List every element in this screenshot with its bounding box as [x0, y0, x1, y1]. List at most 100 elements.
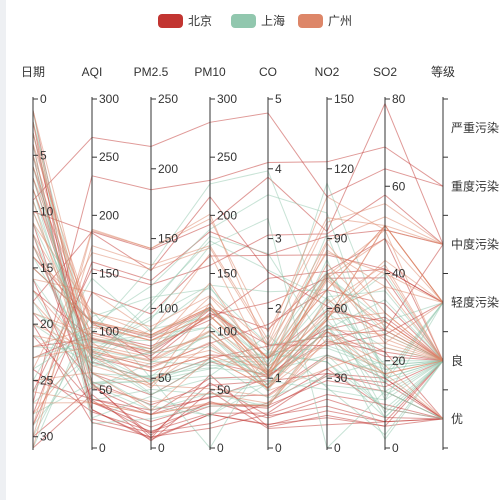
series-line-2-12 [32, 229, 444, 362]
axis-no2[interactable]: NO2 0 30 60 90 120 150 [315, 65, 355, 455]
tick-label: 250 [217, 150, 237, 164]
tick-label: 严重污染 [451, 120, 499, 135]
tick-label: 5 [275, 92, 282, 106]
legend-swatch-2[interactable] [298, 14, 323, 28]
tick-label: 5 [40, 148, 47, 162]
axis-name-co: CO [259, 65, 277, 79]
tick-label: 中度污染 [451, 236, 499, 251]
tick-label: 200 [217, 208, 237, 222]
series-line-1-17 [32, 295, 444, 393]
series-line-0-27 [32, 229, 444, 415]
series-line-0-7 [32, 188, 444, 372]
tick-label: 50 [217, 383, 231, 397]
series-line-2-16 [32, 285, 444, 389]
tick-label: 0 [334, 441, 341, 455]
series-line-2-5 [32, 166, 444, 360]
axis-aqi[interactable]: AQI 0 50 100 150 200 250 300 [82, 65, 120, 455]
axis-name-aqi: AQI [82, 65, 103, 79]
tick-label: 3 [275, 232, 282, 246]
tick-label: 10 [40, 205, 54, 219]
axis-name-so2: SO2 [373, 65, 397, 79]
tick-label: 250 [99, 150, 119, 164]
tick-label: 轻度污染 [451, 295, 499, 310]
axis-name-no2: NO2 [315, 65, 340, 79]
series-line-0-30 [32, 390, 444, 449]
series-line-2-23 [32, 203, 444, 370]
series-line-0-25 [32, 194, 444, 392]
legend-swatch-0[interactable] [158, 14, 183, 28]
series-line-2-8 [32, 200, 444, 404]
axis-name-pm2-5: PM2.5 [134, 65, 169, 79]
series-line-0-9 [32, 195, 444, 331]
tick-label: 0 [275, 441, 282, 455]
tick-label: 50 [158, 371, 172, 385]
tick-label: 15 [40, 261, 54, 275]
series-line-0-20 [32, 335, 444, 428]
series-line-2-24 [32, 356, 444, 397]
tick-label: 优 [451, 412, 463, 426]
tick-label: 300 [217, 92, 237, 106]
scrollbar-strip [0, 0, 6, 500]
tick-label: 40 [392, 267, 406, 281]
tick-label: 250 [158, 92, 178, 106]
tick-label: 20 [40, 317, 54, 331]
legend-label-0[interactable]: 北京 [188, 14, 212, 28]
legend-label-1[interactable]: 上海 [261, 13, 285, 28]
tick-label: 100 [158, 301, 178, 315]
series-line-2-27 [32, 263, 444, 415]
axes: 日期051015202530AQI050100150200250300PM2.5… [21, 65, 499, 455]
series-line-1-0 [32, 110, 444, 420]
axis-so2[interactable]: SO2 0 20 40 60 80 [373, 65, 406, 455]
series-line-2-6 [32, 177, 444, 374]
tick-label: 0 [99, 441, 106, 455]
series-line-0-29 [32, 331, 444, 438]
tick-label: 良 [451, 353, 463, 368]
series-line-0-17 [32, 102, 444, 302]
series-line-1-12 [32, 245, 444, 368]
tick-label: 60 [334, 301, 348, 315]
axis-name-axis-7: 等级 [431, 65, 455, 79]
axis-pm10[interactable]: PM10 0 50 100 150 200 250 300 [194, 65, 237, 455]
tick-label: 重度污染 [451, 178, 499, 193]
series-line-1-4 [32, 155, 444, 420]
series-line-1-21 [32, 284, 444, 371]
tick-label: 0 [392, 441, 399, 455]
tick-label: 100 [217, 325, 237, 339]
tick-label: 150 [217, 267, 237, 281]
tick-label: 50 [99, 383, 113, 397]
axis-name-axis-0: 日期 [21, 65, 45, 79]
axis-name-pm10: PM10 [194, 65, 226, 79]
series-line-2-21 [32, 237, 444, 373]
tick-label: 150 [334, 92, 354, 106]
tick-label: 25 [40, 373, 54, 387]
series-line-2-30 [32, 213, 444, 449]
tick-label: 0 [40, 92, 47, 106]
tick-label: 80 [392, 92, 406, 106]
tick-label: 1 [275, 371, 282, 385]
legend-swatch-1[interactable] [231, 14, 256, 28]
series-line-0-26 [32, 146, 444, 404]
series-line-1-20 [32, 334, 443, 399]
series-line-2-17 [32, 298, 444, 389]
tick-label: 60 [392, 179, 406, 193]
series-line-2-15 [32, 252, 444, 368]
series-line-0-24 [32, 324, 444, 420]
series-line-2-29 [32, 195, 444, 437]
axis-axis-7[interactable]: 等级优 良 轻度污染 中度污染 重度污染 严重污染 [431, 65, 499, 450]
series-line-1-3 [32, 143, 444, 425]
legend: 北京 上海 广州 [158, 13, 352, 28]
tick-label: 90 [334, 232, 348, 246]
tick-label: 300 [99, 92, 119, 106]
series-line-2-26 [32, 331, 444, 420]
tick-label: 30 [334, 371, 348, 385]
legend-label-2[interactable]: 广州 [328, 14, 352, 28]
tick-label: 0 [158, 441, 165, 455]
series-line-0-16 [32, 290, 444, 362]
series-lines [32, 102, 444, 449]
tick-label: 0 [217, 441, 224, 455]
axis-co[interactable]: CO 0 1 2 3 4 5 [259, 65, 282, 455]
series-line-0-8 [32, 112, 444, 201]
axis-axis-0[interactable]: 日期 0 5 10 15 20 25 30 [21, 65, 54, 450]
axis-pm2-5[interactable]: PM2.5 0 50 100 150 200 250 [134, 65, 179, 455]
